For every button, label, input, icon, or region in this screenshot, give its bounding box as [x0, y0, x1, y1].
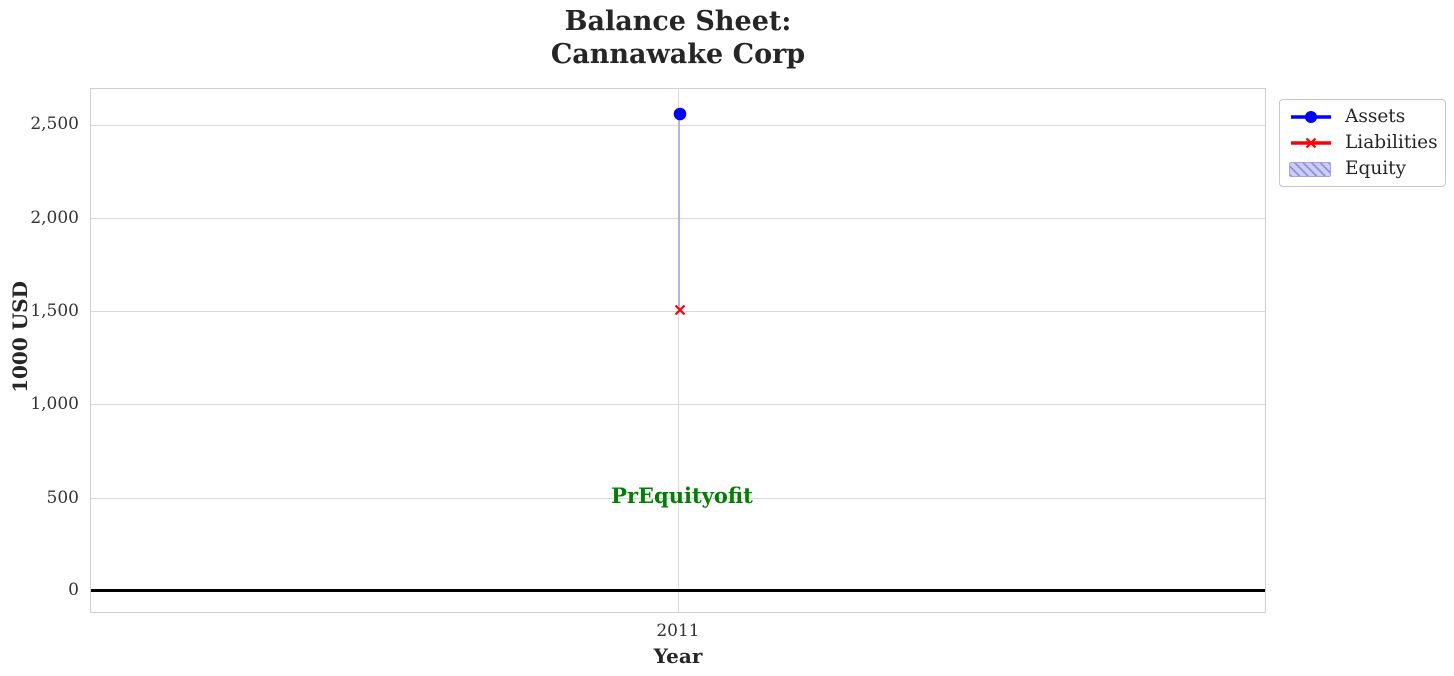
equity-legend-patch-icon	[1289, 161, 1331, 177]
y-tick-2500: 2,500	[30, 114, 79, 134]
equity-bar	[678, 113, 681, 309]
annotation-text: PrEquityofit	[611, 483, 753, 508]
legend-label-assets: Assets	[1345, 106, 1406, 127]
zero-baseline	[91, 589, 1265, 593]
y-tick-1500: 1,500	[30, 301, 79, 321]
legend-item-liabilities: Liabilities	[1289, 130, 1439, 156]
assets-marker	[673, 107, 687, 121]
legend-label-equity: Equity	[1345, 158, 1407, 179]
legend-item-assets: Assets	[1289, 104, 1439, 130]
chart-title-line1: Balance Sheet:	[564, 6, 792, 37]
y-tick-1000: 1,000	[30, 394, 79, 414]
x-axis-label: Year	[653, 644, 703, 668]
gridline-2011	[678, 89, 680, 612]
assets-legend-marker-icon	[1291, 111, 1331, 123]
legend: Assets Liabilities Equity	[1279, 99, 1446, 187]
liabilities-legend-marker-icon	[1291, 137, 1331, 149]
y-axis-label: 1000 USD	[8, 281, 32, 393]
plot-area: PrEquityofit	[90, 88, 1266, 613]
chart-title: Balance Sheet: Cannawake Corp	[90, 5, 1266, 71]
chart-title-line2: Cannawake Corp	[550, 39, 806, 70]
legend-item-equity: Equity	[1289, 156, 1439, 182]
y-tick-500: 500	[46, 488, 79, 508]
x-tick-2011: 2011	[656, 621, 700, 641]
legend-label-liabilities: Liabilities	[1345, 132, 1438, 153]
liabilities-marker	[674, 304, 686, 316]
y-tick-2000: 2,000	[30, 208, 79, 228]
y-tick-0: 0	[68, 580, 79, 600]
